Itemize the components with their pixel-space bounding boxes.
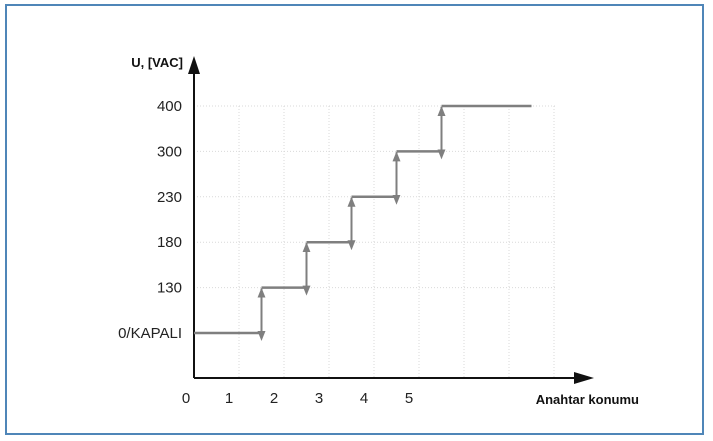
y-tick-label: 400: [157, 98, 182, 115]
x-axis-title: Anahtar konumu: [536, 392, 639, 407]
x-tick-label: 5: [405, 390, 413, 407]
x-axis-arrowhead: [574, 372, 594, 384]
y-tick-label: 0/KAPALI: [118, 325, 182, 342]
x-tick-label: 2: [270, 390, 278, 407]
y-axis-title: U, [VAC]: [131, 55, 183, 70]
y-tick-label: 300: [157, 143, 182, 160]
y-tick-label: 130: [157, 280, 182, 297]
y-axis-arrowhead: [188, 56, 200, 74]
x-tick-label: 0: [182, 390, 190, 407]
y-tick-label: 180: [157, 234, 182, 251]
step-chart: U, [VAC] Anahtar konumu 0/KAPALI13018023…: [118, 55, 639, 407]
axes: [188, 56, 594, 384]
x-tick-label: 4: [360, 390, 368, 407]
x-tick-label: 3: [315, 390, 323, 407]
x-tick-label: 1: [225, 390, 233, 407]
chart-frame: U, [VAC] Anahtar konumu 0/KAPALI 130 180 23…: [5, 4, 704, 435]
series: [194, 104, 532, 341]
labels: U, [VAC] Anahtar konumu 0/KAPALI13018023…: [118, 55, 639, 407]
y-tick-label: 230: [157, 189, 182, 206]
grid: [194, 105, 557, 378]
